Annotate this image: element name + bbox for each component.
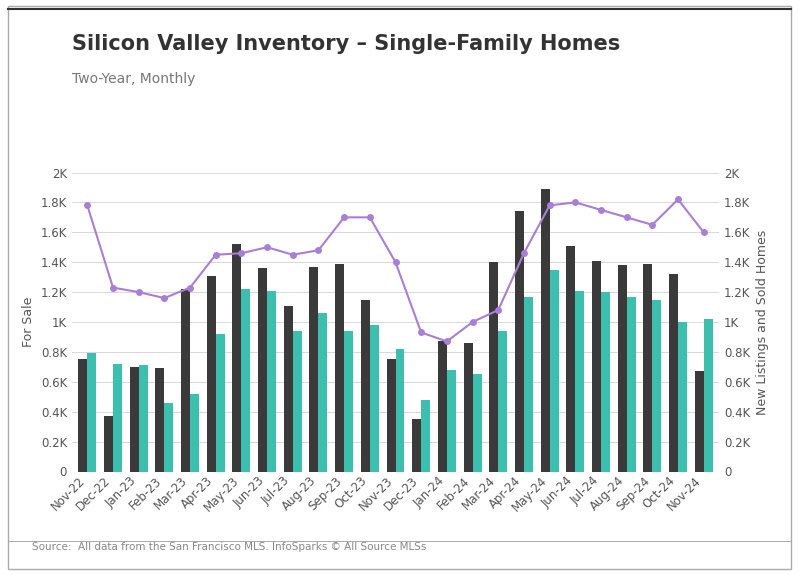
- Bar: [344, 331, 353, 472]
- Bar: [499, 331, 507, 472]
- Bar: [566, 246, 575, 472]
- Bar: [361, 300, 370, 471]
- Bar: [284, 305, 292, 471]
- Bar: [421, 400, 430, 472]
- For Sale: [391, 259, 400, 266]
- For Sale: [647, 221, 657, 228]
- Bar: [550, 270, 559, 472]
- Bar: [87, 354, 97, 472]
- Bar: [309, 267, 319, 472]
- For Sale: [82, 202, 92, 209]
- Bar: [370, 325, 379, 471]
- Bar: [258, 268, 267, 471]
- Bar: [463, 343, 472, 472]
- For Sale: [288, 251, 297, 258]
- Legend: For Sale, New Listings, Sold: For Sale, New Listings, Sold: [256, 574, 535, 575]
- Bar: [626, 297, 636, 471]
- For Sale: [160, 294, 169, 301]
- Bar: [104, 416, 113, 472]
- For Sale: [442, 338, 451, 345]
- Bar: [216, 334, 225, 472]
- Bar: [447, 370, 456, 472]
- Bar: [155, 369, 165, 471]
- For Sale: [314, 247, 324, 254]
- Bar: [601, 292, 610, 472]
- For Sale: [365, 214, 375, 221]
- Bar: [267, 290, 276, 472]
- Bar: [704, 319, 713, 471]
- Bar: [541, 189, 550, 472]
- Line: For Sale: For Sale: [84, 196, 707, 345]
- Bar: [678, 322, 687, 472]
- Bar: [181, 289, 190, 472]
- For Sale: [674, 196, 683, 203]
- Bar: [113, 364, 122, 472]
- Bar: [78, 359, 87, 472]
- For Sale: [467, 319, 477, 325]
- Bar: [396, 349, 404, 471]
- Bar: [165, 402, 173, 472]
- For Sale: [262, 244, 272, 251]
- Bar: [335, 264, 344, 472]
- Bar: [438, 342, 447, 472]
- Bar: [233, 244, 241, 472]
- Bar: [515, 212, 524, 472]
- Bar: [652, 300, 662, 471]
- Text: Two-Year, Monthly: Two-Year, Monthly: [72, 72, 195, 86]
- Bar: [618, 265, 626, 471]
- Bar: [207, 275, 216, 472]
- Bar: [575, 290, 584, 472]
- For Sale: [340, 214, 349, 221]
- Bar: [669, 274, 678, 472]
- Bar: [472, 374, 482, 471]
- Text: Silicon Valley Inventory – Single-Family Homes: Silicon Valley Inventory – Single-Family…: [72, 34, 620, 55]
- Bar: [489, 262, 499, 471]
- For Sale: [108, 284, 117, 291]
- For Sale: [185, 284, 195, 291]
- For Sale: [494, 306, 503, 313]
- Bar: [524, 297, 533, 471]
- For Sale: [570, 199, 580, 206]
- Bar: [412, 419, 421, 472]
- For Sale: [519, 250, 529, 256]
- For Sale: [699, 229, 709, 236]
- For Sale: [416, 329, 426, 336]
- Y-axis label: New Listings and Sold Homes: New Listings and Sold Homes: [756, 229, 769, 415]
- Bar: [387, 359, 396, 472]
- Bar: [139, 365, 148, 472]
- Bar: [643, 264, 652, 472]
- Bar: [319, 313, 328, 472]
- Text: Source:  All data from the San Francisco MLS. InfoSparks © All Source MLSs: Source: All data from the San Francisco …: [32, 542, 427, 552]
- For Sale: [545, 202, 555, 209]
- Bar: [592, 260, 601, 472]
- Y-axis label: For Sale: For Sale: [22, 297, 35, 347]
- For Sale: [237, 250, 246, 256]
- For Sale: [211, 251, 221, 258]
- For Sale: [596, 206, 606, 213]
- Bar: [190, 394, 199, 472]
- Bar: [129, 367, 139, 472]
- Bar: [241, 289, 250, 472]
- For Sale: [622, 214, 631, 221]
- Bar: [694, 371, 704, 471]
- For Sale: [134, 289, 144, 296]
- Bar: [292, 331, 302, 472]
